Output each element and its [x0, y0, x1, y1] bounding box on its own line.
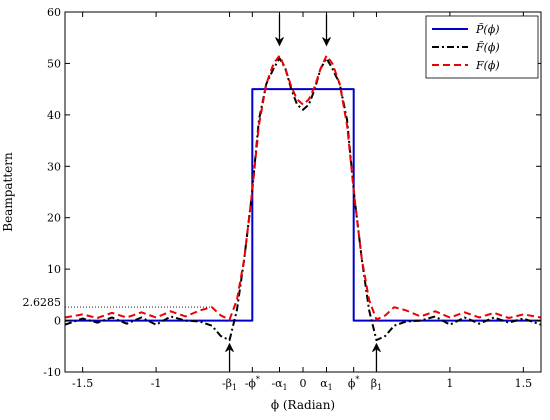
y-tick-label: 60	[47, 6, 61, 19]
y-tick-label: 50	[47, 57, 61, 70]
marker-arrow-down	[275, 14, 284, 47]
y-axis-label: Beampattern	[1, 152, 15, 232]
y-tick-label: 10	[47, 263, 61, 276]
series-layer	[64, 54, 542, 342]
y-tick-label: 30	[47, 160, 61, 173]
x-tick-label: -1	[151, 377, 162, 390]
series-line-2	[64, 57, 542, 342]
x-tick-label: α1	[320, 377, 333, 392]
x-tick-label: ϕ*	[348, 375, 360, 390]
y-tick-label: -10	[43, 366, 61, 379]
marker-arrows	[225, 14, 381, 371]
legend-label-3: F(ϕ)	[475, 59, 500, 72]
marker-arrow-down	[322, 14, 331, 47]
x-tick-label: -β1	[222, 377, 237, 392]
y-tick-label: 40	[47, 109, 61, 122]
x-tick-label: 1.5	[515, 377, 533, 390]
x-tick-label: 0	[300, 377, 307, 390]
series-line-1	[65, 88, 541, 322]
legend: P̃(ϕ) F̃(ϕ) F(ϕ)	[425, 15, 539, 79]
x-tick-label: β1	[371, 377, 382, 392]
y-tick-label-extra: 2.6285	[23, 296, 62, 309]
legend-label-2: F̃(ϕ)	[475, 41, 500, 54]
x-tick-label: 1	[446, 377, 453, 390]
series-line-3	[64, 54, 542, 321]
x-tick-label: -α1	[271, 377, 287, 392]
x-tick-label: -ϕ*	[245, 375, 260, 390]
marker-arrow-up	[225, 342, 234, 371]
legend-label-1: P̃(ϕ)	[475, 23, 499, 36]
legend-box	[425, 15, 539, 79]
y-axis: -10 0 10 20 30 40 50 60 2.6285	[23, 6, 541, 379]
x-tick-label: -1.5	[72, 377, 93, 390]
x-axis-label: ϕ (Radian)	[271, 398, 335, 412]
y-tick-label: 0	[54, 315, 61, 328]
y-tick-label: 20	[47, 212, 61, 225]
marker-arrow-up	[372, 342, 381, 371]
